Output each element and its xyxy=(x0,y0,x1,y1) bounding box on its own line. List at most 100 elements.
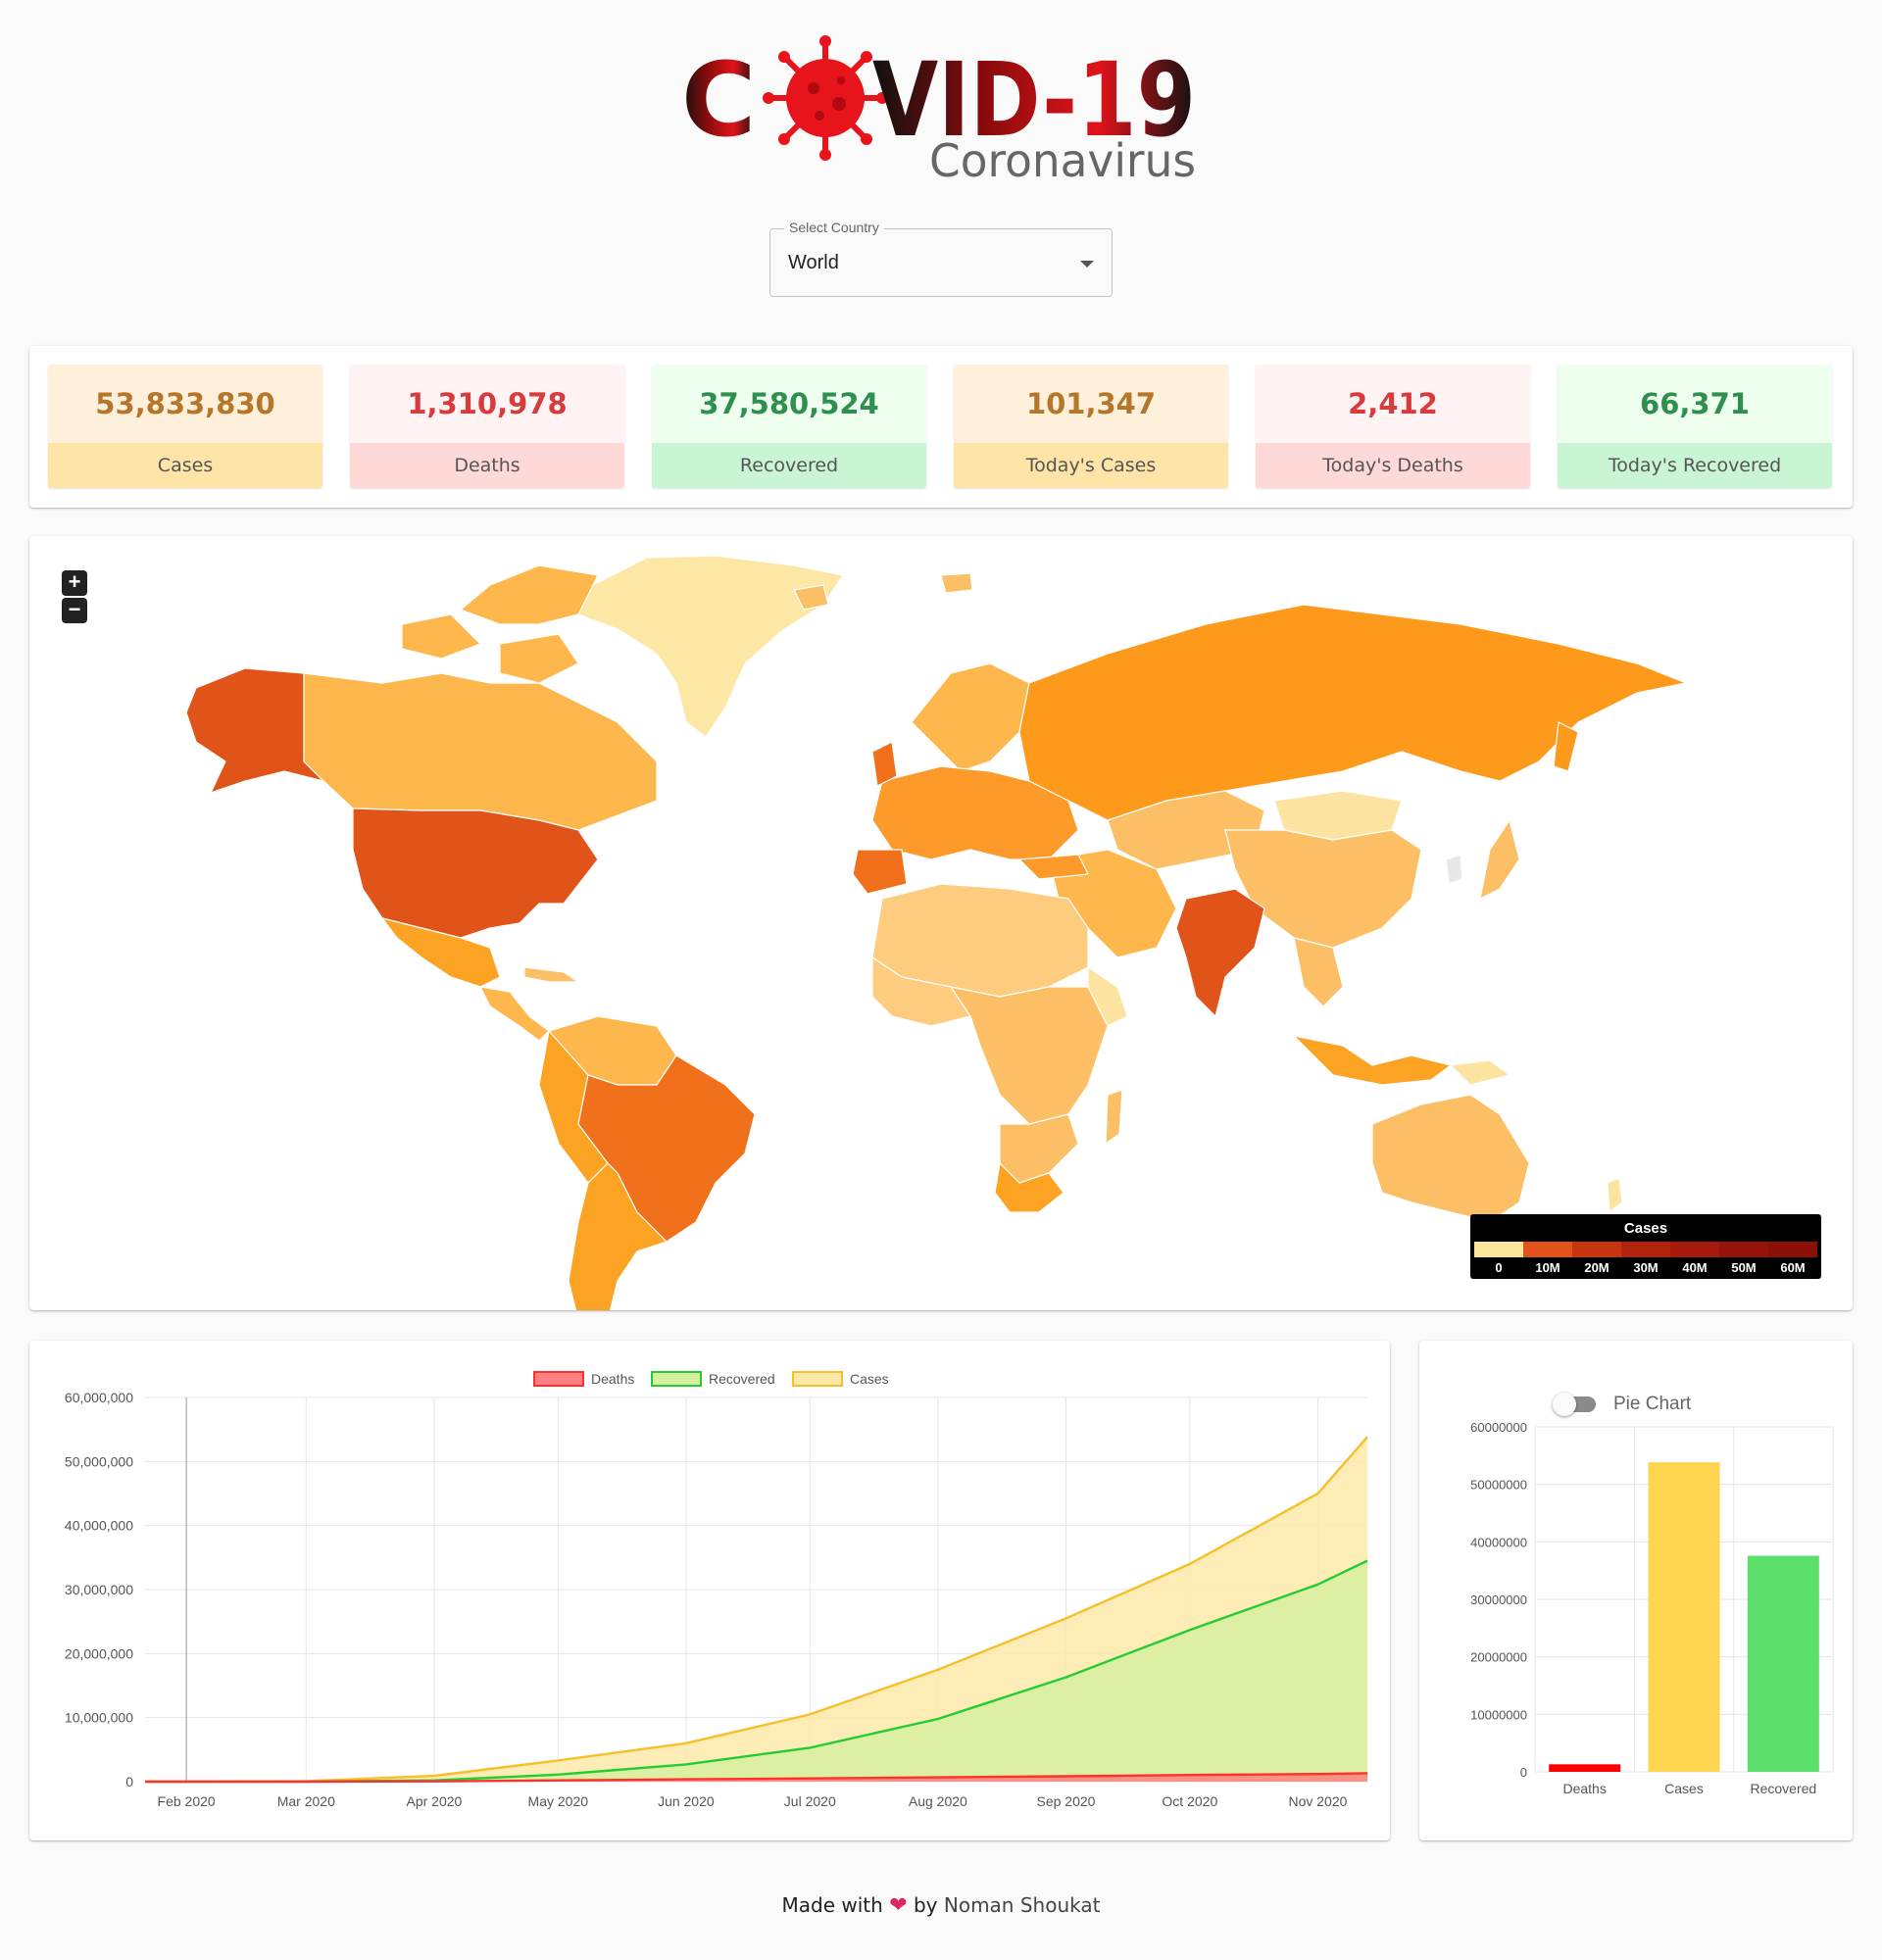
y-tick-label: 40000000 xyxy=(1470,1535,1527,1549)
country-south-africa xyxy=(994,1162,1065,1213)
country-turkey xyxy=(1018,854,1089,880)
country-korea xyxy=(1445,854,1463,885)
world-map[interactable] xyxy=(29,536,1853,1310)
legend-swatch xyxy=(1719,1242,1768,1257)
stat-value: 101,347 xyxy=(954,365,1228,443)
region-africa-west xyxy=(871,956,971,1027)
y-tick-label: 60000000 xyxy=(1470,1420,1527,1435)
legend-label-deaths: Deaths xyxy=(591,1371,634,1387)
world-map-panel: + − Cases 0 10M 20M 30M 40M 50M 60M xyxy=(29,536,1853,1310)
footer-author-link[interactable]: Noman Shoukat xyxy=(943,1893,1101,1917)
stats-panel: 53,833,830 Cases 1,310,978 Deaths 37,580… xyxy=(29,346,1853,508)
country-select[interactable]: Select Country World xyxy=(769,220,1113,297)
stat-card-today-cases: 101,347 Today's Cases xyxy=(954,365,1228,488)
stat-label: Cases xyxy=(48,443,322,488)
logo-c: C xyxy=(681,40,756,160)
legend-label-cases: Cases xyxy=(850,1371,889,1387)
y-tick-label: 50,000,000 xyxy=(65,1453,133,1469)
stat-label: Deaths xyxy=(350,443,624,488)
legend-swatch-cases xyxy=(792,1371,843,1387)
region-southern-cone xyxy=(568,1162,668,1310)
zoom-out-button[interactable]: − xyxy=(62,598,87,623)
y-tick-label: 50000000 xyxy=(1470,1478,1527,1493)
region-kamchatka xyxy=(1553,721,1579,772)
country-madagascar xyxy=(1105,1089,1123,1145)
legend-swatch xyxy=(1621,1242,1670,1257)
stat-label: Today's Cases xyxy=(954,443,1228,488)
y-tick-label: 0 xyxy=(125,1774,133,1789)
x-tick-label: Cases xyxy=(1664,1781,1704,1796)
dropdown-arrow-icon[interactable] xyxy=(1080,261,1094,268)
covid-logo: C VID-19 Coronavirus xyxy=(681,35,1196,184)
stat-label: Today's Deaths xyxy=(1256,443,1530,488)
region-indonesia xyxy=(1293,1035,1452,1086)
country-new-zealand xyxy=(1607,1177,1623,1213)
timeline-chart-panel: 0 10,000,000 20,000,000 30,000,000 40,000,00… xyxy=(29,1341,1390,1840)
x-tick-label: Recovered xyxy=(1750,1781,1816,1796)
map-legend: Cases 0 10M 20M 30M 40M 50M 60M xyxy=(1470,1214,1821,1279)
country-select-value: World xyxy=(788,252,839,273)
legend-tick: 0 xyxy=(1495,1260,1503,1275)
country-australia xyxy=(1371,1094,1530,1223)
country-canada-islands xyxy=(401,564,599,684)
heart-icon: ❤ xyxy=(889,1893,908,1918)
x-tick-label: Feb 2020 xyxy=(158,1793,216,1809)
x-tick-label: Sep 2020 xyxy=(1036,1793,1095,1809)
stat-value: 2,412 xyxy=(1256,365,1530,443)
country-canada xyxy=(303,672,658,831)
timeline-chart: 0 10,000,000 20,000,000 30,000,000 40,000,00… xyxy=(65,1371,1368,1809)
stat-value: 1,310,978 xyxy=(350,365,624,443)
x-tick-label: Jun 2020 xyxy=(658,1793,715,1809)
logo-subtitle: Coronavirus xyxy=(929,134,1196,184)
region-europe-north xyxy=(911,662,1030,772)
y-tick-label: 30000000 xyxy=(1470,1592,1527,1607)
totals-chart-panel: Pie Chart 0 10000000 20000000 30000000 40000… xyxy=(1419,1341,1853,1840)
stat-label: Today's Recovered xyxy=(1558,443,1832,488)
pie-chart-toggle-label: Pie Chart xyxy=(1613,1394,1692,1414)
legend-tick: 40M xyxy=(1682,1260,1708,1275)
toggle-knob[interactable] xyxy=(1553,1393,1576,1416)
stat-label: Recovered xyxy=(652,443,926,488)
bar-recovered xyxy=(1747,1555,1819,1772)
footer-prefix: Made with xyxy=(781,1893,883,1917)
zoom-in-button[interactable]: + xyxy=(62,570,87,596)
bar-deaths xyxy=(1549,1764,1621,1772)
virus-icon xyxy=(763,35,888,161)
country-india xyxy=(1175,888,1265,1017)
legend-swatch-recovered xyxy=(651,1371,702,1387)
legend-title: Cases xyxy=(1623,1220,1668,1237)
country-select-label: Select Country xyxy=(784,220,884,235)
series-line-deaths xyxy=(145,1772,1368,1784)
stat-card-today-recovered: 66,371 Today's Recovered xyxy=(1558,365,1832,488)
y-tick-label: 20,000,000 xyxy=(65,1645,133,1661)
series-area-deaths xyxy=(145,1773,1367,1782)
logo-rest: VID-19 xyxy=(872,40,1196,160)
legend-label-recovered: Recovered xyxy=(709,1371,775,1387)
country-greenland xyxy=(577,555,844,738)
country-mexico xyxy=(381,917,501,988)
legend-swatch xyxy=(1572,1242,1621,1257)
region-africa-south xyxy=(999,1113,1079,1184)
x-tick-label: Aug 2020 xyxy=(909,1793,967,1809)
x-tick-label: Nov 2020 xyxy=(1288,1793,1347,1809)
country-japan xyxy=(1479,819,1520,900)
y-tick-label: 0 xyxy=(1520,1765,1527,1780)
y-tick-label: 30,000,000 xyxy=(65,1582,133,1597)
stat-value: 66,371 xyxy=(1558,365,1832,443)
legend-swatch-deaths xyxy=(533,1371,584,1387)
country-russia xyxy=(1018,604,1687,821)
stat-value: 53,833,830 xyxy=(48,365,322,443)
region-svalbard xyxy=(940,572,973,594)
x-tick-label: Oct 2020 xyxy=(1162,1793,1217,1809)
country-iceland xyxy=(793,584,829,611)
x-tick-label: Jul 2020 xyxy=(784,1793,836,1809)
footer: Made with ❤ by Noman Shoukat xyxy=(0,1893,1882,1918)
region-southeast-asia xyxy=(1293,937,1344,1007)
y-tick-label: 60,000,000 xyxy=(65,1390,133,1405)
legend-tick: 50M xyxy=(1731,1260,1757,1275)
legend-tick: 30M xyxy=(1633,1260,1659,1275)
series-area-recovered xyxy=(145,1560,1367,1782)
x-tick-label: May 2020 xyxy=(528,1793,589,1809)
legend-swatch xyxy=(1768,1242,1817,1257)
region-caribbean xyxy=(523,966,579,983)
